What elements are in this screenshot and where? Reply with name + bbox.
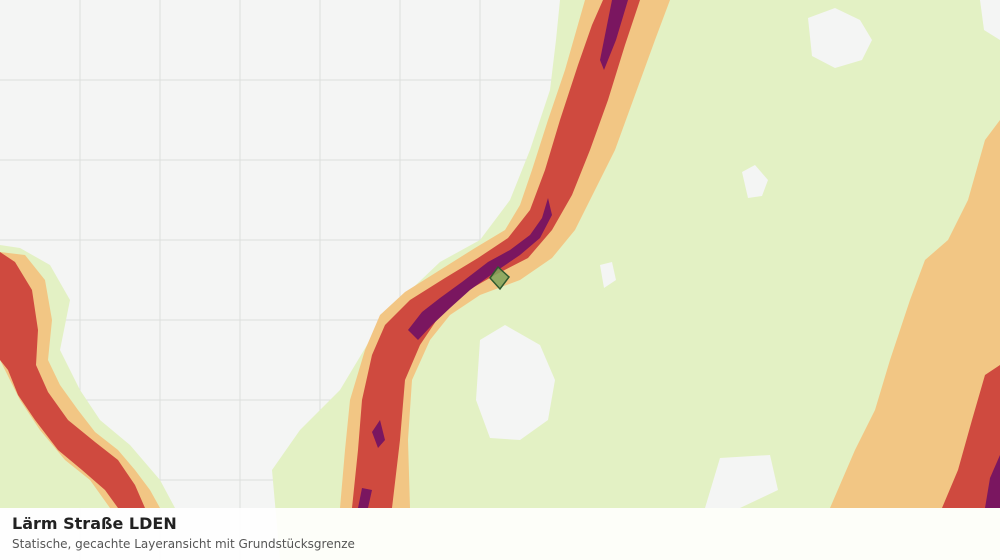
noise-zone-low-east	[830, 120, 1000, 508]
noise-zone-mid-east	[942, 365, 1000, 508]
parcel-boundary-icon[interactable]	[489, 265, 511, 291]
layer-caption: Lärm Straße LDEN Statische, gecachte Lay…	[0, 508, 1000, 560]
noise-zone-low-west	[0, 252, 160, 508]
layer-subtitle: Statische, gecachte Layeransicht mit Gru…	[12, 537, 355, 551]
noise-zone-mid-road	[352, 0, 640, 508]
noise-zone-high-east	[985, 455, 1000, 508]
layer-title: Lärm Straße LDEN	[12, 514, 177, 533]
noise-zone-light-east	[272, 0, 1000, 560]
quiet-areas	[476, 0, 1000, 508]
noise-zone-mid-west	[0, 252, 145, 508]
